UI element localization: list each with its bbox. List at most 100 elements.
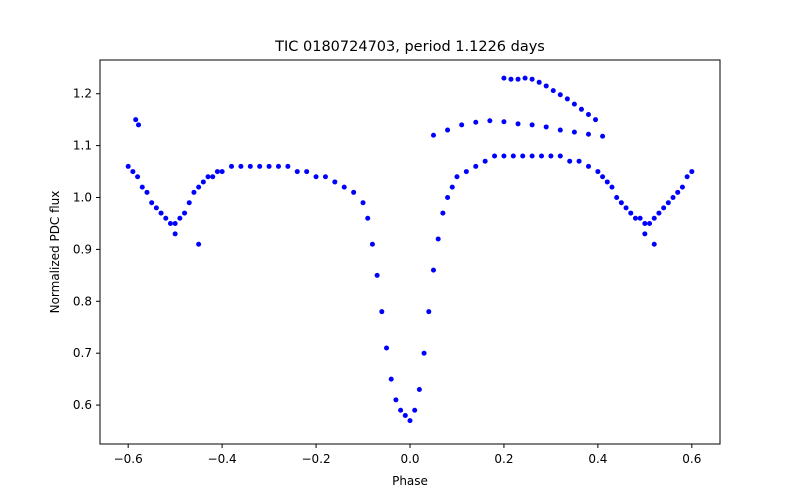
data-point bbox=[623, 205, 629, 211]
data-point bbox=[576, 158, 582, 164]
data-point bbox=[351, 189, 357, 195]
data-point bbox=[219, 169, 225, 175]
data-point bbox=[182, 210, 188, 216]
data-point bbox=[384, 345, 390, 351]
data-point bbox=[473, 163, 479, 169]
data-point bbox=[229, 163, 235, 169]
data-point bbox=[656, 210, 662, 216]
outlier-point bbox=[172, 231, 178, 237]
data-point bbox=[266, 163, 272, 169]
data-point bbox=[665, 200, 671, 206]
data-point bbox=[430, 267, 436, 273]
outlier-point bbox=[564, 96, 570, 102]
data-point bbox=[125, 163, 131, 169]
data-point bbox=[675, 189, 681, 195]
y-tick-label: 1.1 bbox=[73, 139, 92, 153]
data-point bbox=[600, 174, 606, 180]
outlier-point bbox=[487, 118, 493, 124]
y-tick-label: 1.0 bbox=[73, 191, 92, 205]
outlier-point bbox=[557, 127, 563, 133]
data-point bbox=[398, 407, 404, 413]
data-point bbox=[557, 153, 563, 159]
outlier-point bbox=[501, 75, 507, 81]
data-point bbox=[374, 272, 380, 278]
data-point bbox=[294, 169, 300, 175]
data-point bbox=[689, 169, 695, 175]
data-point bbox=[539, 153, 545, 159]
x-tick-label: 0.4 bbox=[588, 452, 607, 466]
data-point bbox=[196, 184, 202, 190]
x-axis-label: Phase bbox=[392, 474, 428, 488]
data-point bbox=[158, 210, 164, 216]
outlier-point bbox=[585, 131, 591, 137]
data-point bbox=[670, 195, 676, 201]
data-point bbox=[421, 350, 427, 356]
data-point bbox=[614, 195, 620, 201]
data-point bbox=[661, 205, 667, 211]
outlier-point bbox=[557, 92, 563, 98]
data-point bbox=[238, 163, 244, 169]
data-point bbox=[412, 407, 418, 413]
data-point bbox=[285, 163, 291, 169]
data-point bbox=[454, 174, 460, 180]
data-point bbox=[304, 169, 310, 175]
data-point bbox=[445, 195, 451, 201]
data-point bbox=[153, 205, 159, 211]
data-point bbox=[177, 215, 183, 221]
data-point bbox=[332, 179, 338, 185]
outlier-point bbox=[459, 122, 465, 128]
data-points bbox=[125, 75, 695, 424]
outlier-point bbox=[550, 88, 556, 94]
data-point bbox=[360, 200, 366, 206]
x-tick-label: 0.6 bbox=[682, 452, 701, 466]
data-point bbox=[139, 184, 145, 190]
x-tick-label: −0.2 bbox=[301, 452, 330, 466]
data-point bbox=[341, 184, 347, 190]
outlier-point bbox=[515, 76, 521, 82]
outlier-point bbox=[536, 79, 542, 85]
data-point bbox=[205, 174, 211, 180]
data-point bbox=[388, 376, 394, 382]
data-point bbox=[609, 184, 615, 190]
data-point bbox=[628, 210, 634, 216]
data-point bbox=[163, 215, 169, 221]
data-point bbox=[548, 153, 554, 159]
outlier-point bbox=[196, 241, 202, 247]
data-point bbox=[492, 153, 498, 159]
outlier-point bbox=[430, 132, 436, 138]
x-tick-label: −0.6 bbox=[114, 452, 143, 466]
x-tick-label: 0.0 bbox=[400, 452, 419, 466]
x-tick-label: 0.2 bbox=[494, 452, 513, 466]
data-point bbox=[200, 179, 206, 185]
outlier-point bbox=[543, 83, 549, 89]
data-point bbox=[172, 220, 178, 226]
outlier-point bbox=[522, 75, 528, 81]
data-point bbox=[149, 200, 155, 206]
x-tick-label: −0.4 bbox=[208, 452, 237, 466]
data-point bbox=[191, 189, 197, 195]
outlier-point bbox=[529, 76, 535, 82]
outlier-point bbox=[508, 76, 514, 82]
data-point bbox=[632, 215, 638, 221]
data-point bbox=[365, 215, 371, 221]
plot-area bbox=[99, 59, 721, 445]
outlier-point bbox=[571, 129, 577, 135]
outlier-point bbox=[642, 231, 648, 237]
outlier-point bbox=[133, 117, 139, 123]
outlier-point bbox=[651, 241, 657, 247]
y-tick-label: 0.9 bbox=[73, 242, 92, 256]
data-point bbox=[567, 158, 573, 164]
outlier-point bbox=[445, 127, 451, 133]
outlier-point bbox=[529, 122, 535, 128]
data-point bbox=[501, 153, 507, 159]
data-point bbox=[435, 236, 441, 242]
data-point bbox=[186, 200, 192, 206]
data-point bbox=[684, 174, 690, 180]
outlier-point bbox=[600, 133, 606, 139]
data-point bbox=[167, 220, 173, 226]
outlier-point bbox=[136, 122, 142, 128]
data-point bbox=[313, 174, 319, 180]
data-point bbox=[510, 153, 516, 159]
